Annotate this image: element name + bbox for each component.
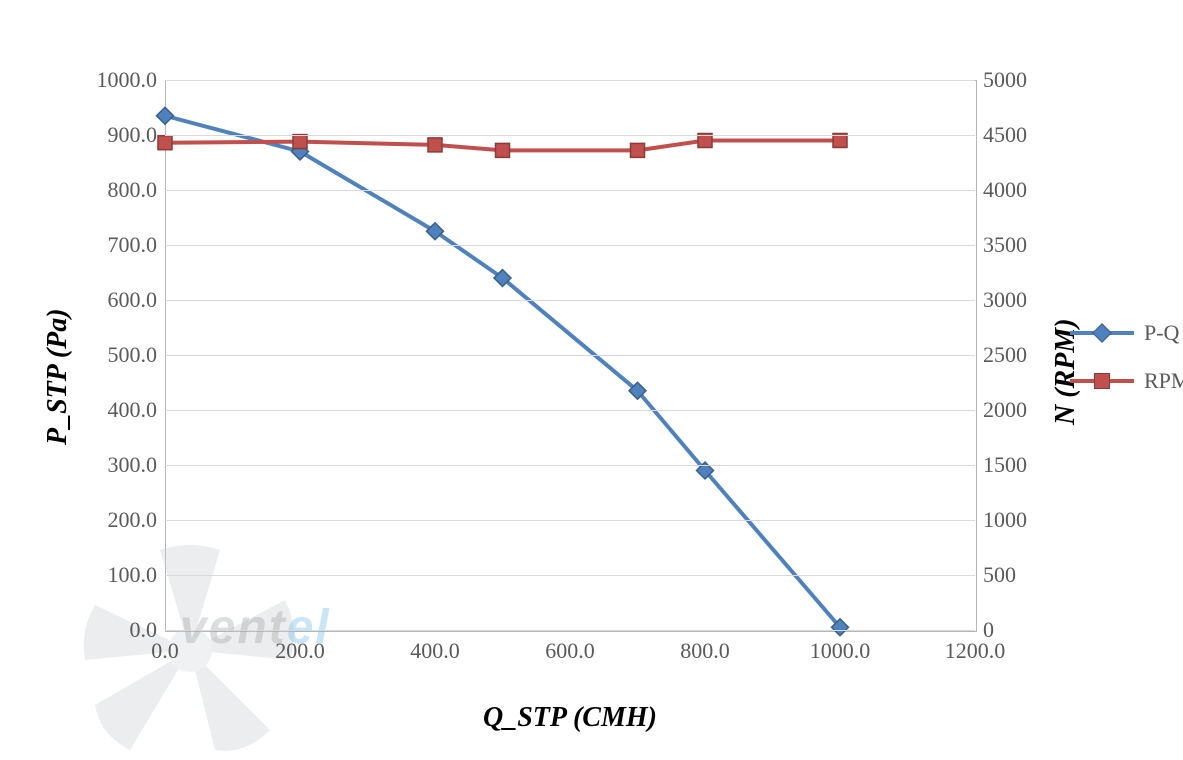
chart-root: P_STP (Pa) N (RPM) Q_STP (CMH) P-QRPM ve… [0, 0, 1183, 760]
series-marker-rpm [293, 135, 307, 149]
gridline-horizontal [165, 630, 975, 631]
gridline-horizontal [165, 135, 975, 136]
legend-item-rpm: RPM [1070, 368, 1183, 394]
y-left-tick-label: 500.0 [108, 342, 158, 368]
x-tick-label: 800.0 [665, 638, 745, 664]
y-left-tick-label: 1000.0 [97, 67, 158, 93]
x-tick-label: 200.0 [260, 638, 340, 664]
gridline-horizontal [165, 190, 975, 191]
gridline-horizontal [165, 300, 975, 301]
square-marker-icon [1094, 373, 1110, 389]
series-marker-rpm [631, 143, 645, 157]
gridline-horizontal [165, 80, 975, 81]
y-right-tick-label: 3500 [983, 232, 1027, 258]
chart-legend: P-Q RPM [1070, 320, 1183, 416]
y-right-tick-label: 4500 [983, 122, 1027, 148]
gridline-horizontal [165, 245, 975, 246]
legend-swatch-pq [1070, 325, 1134, 341]
series-marker-rpm [496, 143, 510, 157]
gridline-horizontal [165, 410, 975, 411]
y-right-tick-label: 4000 [983, 177, 1027, 203]
y-right-tick-label: 5000 [983, 67, 1027, 93]
diamond-marker-icon [1092, 323, 1112, 343]
gridline-horizontal [165, 355, 975, 356]
y-right-tick-label: 3000 [983, 287, 1027, 313]
legend-label-pq: P-Q [1144, 320, 1179, 346]
y-right-tick-label: 2000 [983, 397, 1027, 423]
y-right-tick-label: 500 [983, 562, 1016, 588]
gridline-horizontal [165, 520, 975, 521]
legend-label-rpm: RPM [1144, 368, 1183, 394]
x-tick-label: 1200.0 [935, 638, 1015, 664]
y-left-tick-label: 800.0 [108, 177, 158, 203]
y-right-tick-label: 1000 [983, 507, 1027, 533]
x-tick-label: 600.0 [530, 638, 610, 664]
y-right-tick-label: 1500 [983, 452, 1027, 478]
y-left-tick-label: 700.0 [108, 232, 158, 258]
series-marker-rpm [428, 138, 442, 152]
y-left-tick-label: 400.0 [108, 397, 158, 423]
y-right-tick-label: 2500 [983, 342, 1027, 368]
gridline-horizontal [165, 575, 975, 576]
series-line-pq [165, 116, 840, 628]
x-tick-label: 400.0 [395, 638, 475, 664]
y-left-tick-label: 100.0 [108, 562, 158, 588]
series-marker-rpm [158, 136, 172, 150]
y-left-tick-label: 200.0 [108, 507, 158, 533]
x-tick-label: 1000.0 [800, 638, 880, 664]
gridline-horizontal [165, 465, 975, 466]
x-tick-label: 0.0 [125, 638, 205, 664]
y-left-tick-label: 600.0 [108, 287, 158, 313]
legend-item-pq: P-Q [1070, 320, 1183, 346]
legend-swatch-rpm [1070, 373, 1134, 389]
y-left-tick-label: 300.0 [108, 452, 158, 478]
y-left-tick-label: 900.0 [108, 122, 158, 148]
series-marker-pq [157, 107, 174, 124]
